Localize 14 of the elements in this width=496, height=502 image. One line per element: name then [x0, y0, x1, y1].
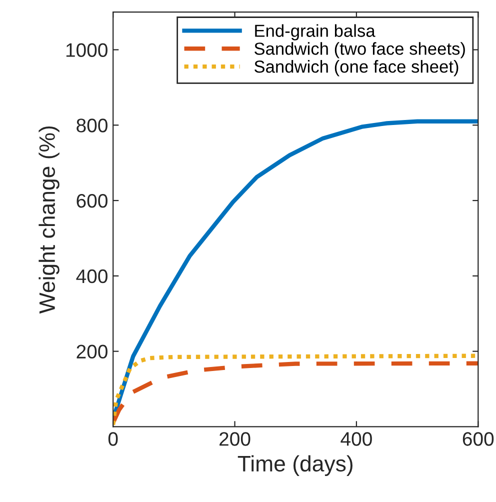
y-tick-label: 600: [76, 194, 108, 208]
x-tick-label: 200: [220, 432, 250, 446]
x-tick-label: 0: [108, 432, 118, 446]
legend-label: End-grain balsa: [255, 24, 376, 40]
legend-label: Sandwich (two face sheets): [254, 42, 465, 58]
y-tick-label: 1000: [66, 43, 108, 57]
x-tick-label: 400: [340, 432, 372, 446]
y-tick-label: 200: [76, 344, 108, 359]
y-tick-label: 400: [76, 269, 108, 284]
y-axis-title: Weight change (%): [38, 126, 60, 314]
x-axis-title: Time (days): [238, 455, 352, 476]
x-tick-label: 600: [462, 432, 494, 446]
legend-label: Sandwich (one face sheet): [254, 60, 458, 76]
y-tick-label: 800: [76, 118, 108, 132]
